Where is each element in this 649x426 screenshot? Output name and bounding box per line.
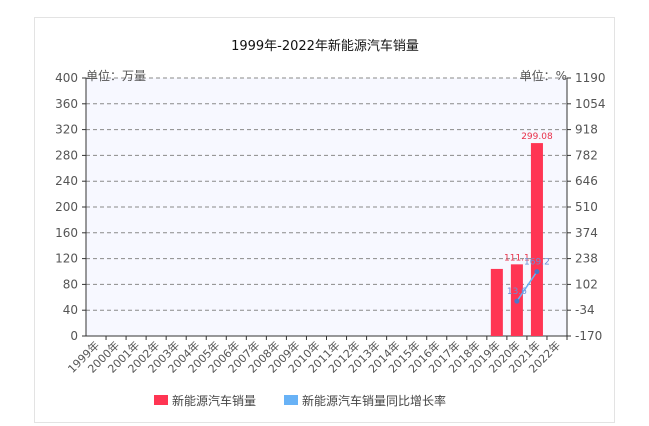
growth-rate-point — [514, 298, 520, 304]
growth-rate-data-label: 169.2 — [524, 258, 550, 268]
right-tick-label: -170 — [575, 329, 602, 343]
right-tick-label: 1054 — [575, 97, 606, 111]
left-tick-label: 160 — [55, 226, 78, 240]
bar-data-label: 299.08 — [521, 132, 553, 142]
legend-swatch-sales — [154, 395, 168, 405]
right-tick-label: 782 — [575, 148, 598, 162]
left-tick-label: 120 — [55, 252, 78, 266]
bar — [530, 143, 543, 336]
left-tick-label: 80 — [63, 277, 78, 291]
bar — [490, 268, 503, 336]
plot-area: 0 40 80 120 160 200 240 280 320 360 400 -170 -34 102 2… — [55, 71, 605, 376]
right-tick-label: 646 — [575, 174, 598, 188]
right-axis-unit: 单位：% — [520, 68, 567, 83]
right-tick-label: 918 — [575, 123, 598, 137]
growth-rate-data-label: 13.6 — [507, 287, 527, 297]
left-tick-label: 360 — [55, 97, 78, 111]
right-tick-label: -34 — [575, 303, 595, 317]
legend: 新能源汽车销量 新能源汽车销量同比增长率 — [154, 393, 446, 408]
right-tick-label: 102 — [575, 277, 598, 291]
left-tick-label: 320 — [55, 123, 78, 137]
legend-label-sales[interactable]: 新能源汽车销量 — [172, 393, 256, 408]
left-tick-label: 280 — [55, 148, 78, 162]
left-tick-label: 400 — [55, 71, 78, 85]
legend-swatch-growth — [284, 395, 298, 405]
chart: 0 40 80 120 160 200 240 280 320 360 400 -170 -34 102 2… — [55, 38, 605, 408]
legend-label-growth[interactable]: 新能源汽车销量同比增长率 — [302, 393, 446, 408]
right-tick-label: 1190 — [575, 71, 606, 85]
bar-data-label: 111.1 — [504, 253, 530, 263]
growth-rate-point — [534, 269, 540, 275]
left-tick-label: 200 — [55, 200, 78, 214]
chart-title: 1999年-2022年新能源汽车销量 — [231, 38, 419, 54]
right-tick-label: 374 — [575, 226, 598, 240]
left-axis-unit: 单位：万量 — [86, 68, 146, 83]
right-tick-label: 238 — [575, 252, 598, 266]
left-tick-label: 0 — [70, 329, 78, 343]
chart-panel: 0 40 80 120 160 200 240 280 320 360 400 -170 -34 102 2… — [34, 17, 615, 423]
left-tick-label: 240 — [55, 174, 78, 188]
right-tick-label: 510 — [575, 200, 598, 214]
left-tick-label: 40 — [63, 303, 78, 317]
growth-rate-line — [516, 271, 538, 302]
